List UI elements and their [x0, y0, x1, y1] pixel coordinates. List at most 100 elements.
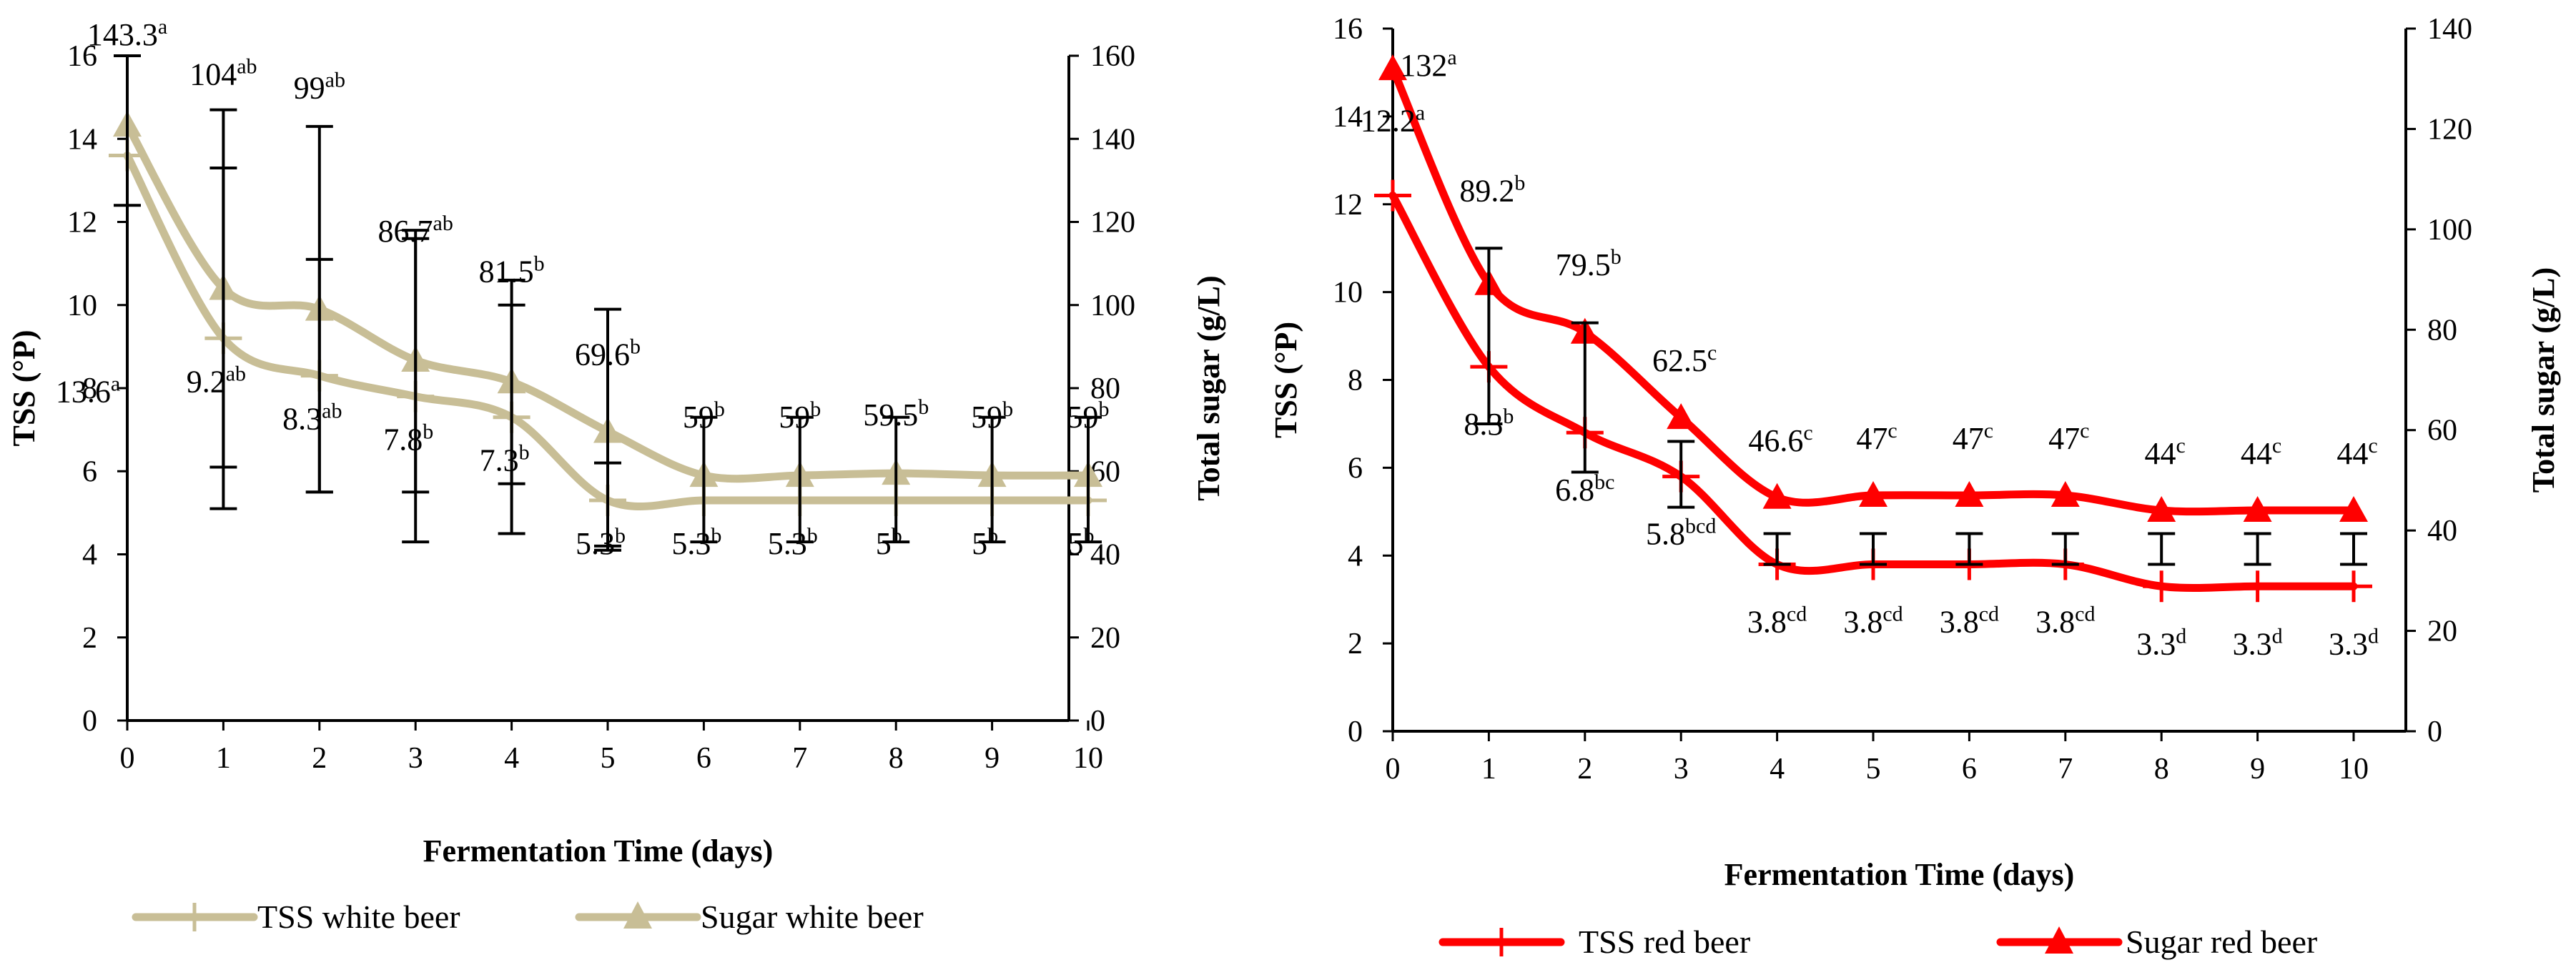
sugar-series-line — [1388, 64, 2358, 516]
tss-data-label: 9.2ab — [187, 362, 246, 399]
sugar-data-label: 44c — [2336, 434, 2377, 471]
left-y-axis-title: TSS (°P) — [6, 330, 41, 446]
tss-data-label: 5b — [1068, 524, 1095, 561]
left-y-tick-label: 2 — [1348, 628, 1363, 660]
tss-data-label: 13.6a — [56, 372, 120, 410]
left-y-tick-label: 2 — [82, 622, 97, 655]
tss-data-label: 6.8bc — [1555, 470, 1614, 508]
tss-data-label: 5.3b — [576, 524, 626, 561]
left-y-tick-label: 16 — [67, 40, 97, 73]
x-tick-label: 4 — [504, 742, 519, 775]
sugar-data-label: 81.5b — [479, 252, 545, 289]
sugar-point-marker — [2243, 496, 2272, 523]
sugar-point-marker — [2051, 480, 2080, 507]
right-y-tick-label: 80 — [2427, 314, 2457, 347]
legend-label: TSS white beer — [257, 899, 460, 935]
left-y-tick-label: 8 — [1348, 365, 1363, 397]
right-y-tick-label: 140 — [2427, 13, 2472, 46]
sugar-point-marker — [1762, 482, 1792, 509]
x-tick-label: 3 — [1674, 753, 1689, 786]
left-y-tick-label: 4 — [82, 539, 97, 572]
x-tick-label: 1 — [1481, 753, 1496, 786]
sugar-data-label: 47c — [2048, 419, 2089, 456]
tss-data-label: 5b — [972, 524, 998, 561]
tss-data-label: 3.8cd — [1940, 603, 1999, 640]
tss-data-label: 12.2a — [1361, 101, 1425, 138]
right-y-tick-label: 100 — [2427, 214, 2472, 247]
x-tick-label: 1 — [216, 742, 231, 775]
right-y-tick-label: 120 — [1090, 207, 1135, 239]
sugar-data-label: 59b — [1067, 397, 1110, 435]
right-y-axis-title: Total sugar (g/L) — [2526, 267, 2561, 493]
left-y-tick-label: 0 — [1348, 716, 1363, 748]
x-tick-label: 2 — [1577, 753, 1592, 786]
tss-data-label: 3.8cd — [2035, 603, 2095, 640]
left-y-tick-label: 14 — [67, 123, 97, 156]
tss-data-label: 8.3ab — [282, 400, 342, 437]
sugar-point-marker — [1378, 54, 1407, 81]
sugar-data-label: 44c — [2241, 434, 2281, 471]
sugar-data-label: 59.5b — [863, 395, 929, 432]
legend-label: TSS red beer — [1579, 924, 1750, 960]
x-axis-title: Fermentation Time (days) — [1724, 857, 2075, 892]
left-y-tick-label: 0 — [82, 705, 97, 738]
tss-series-line — [1388, 191, 2358, 593]
sugar-point-marker — [1859, 480, 1887, 507]
sugar-data-label: 143.3a — [87, 15, 167, 52]
right-y-tick-label: 140 — [1090, 123, 1135, 156]
right-y-tick-label: 40 — [1090, 539, 1120, 572]
right-y-tick-label: 120 — [2427, 113, 2472, 146]
tss-data-label: 3.3d — [2329, 624, 2379, 661]
tss-data-label: 7.3b — [480, 441, 530, 478]
x-tick-label: 10 — [1073, 742, 1103, 775]
left-y-tick-label: 10 — [1333, 277, 1363, 310]
sugar-data-label: 104ab — [189, 55, 257, 92]
sugar-point-marker — [1667, 403, 1696, 430]
right-y-tick-label: 60 — [2427, 415, 2457, 447]
left-y-tick-label: 12 — [1333, 189, 1363, 222]
left-y-tick-label: 6 — [82, 455, 97, 488]
x-tick-label: 2 — [312, 742, 327, 775]
left-y-tick-label: 4 — [1348, 540, 1363, 573]
sugar-data-label: 89.2b — [1459, 172, 1525, 209]
tss-data-label: 3.3d — [2136, 624, 2186, 661]
sugar-data-label: 99ab — [294, 69, 345, 106]
tss-data-label: 5.8bcd — [1646, 515, 1716, 552]
legend-triangle-marker — [623, 901, 652, 929]
sugar-data-label: 59b — [779, 397, 821, 435]
sugar-data-label: 79.5b — [1556, 245, 1622, 282]
sugar-data-label: 132a — [1400, 46, 1456, 83]
legend-label: Sugar red beer — [2126, 924, 2317, 960]
x-tick-label: 0 — [1386, 753, 1401, 786]
tss-data-label: 3.3d — [2233, 624, 2283, 661]
x-tick-label: 7 — [2058, 753, 2073, 786]
sugar-data-label: 62.5c — [1652, 341, 1717, 378]
sugar-data-label: 86.7ab — [378, 212, 453, 249]
x-tick-label: 6 — [696, 742, 711, 775]
x-tick-label: 10 — [2339, 753, 2369, 786]
legend-label: Sugar white beer — [701, 899, 924, 935]
x-tick-label: 5 — [1866, 753, 1881, 786]
right-y-tick-label: 20 — [2427, 615, 2457, 648]
x-tick-label: 6 — [1962, 753, 1977, 786]
sugar-data-label: 59b — [971, 397, 1013, 435]
x-tick-label: 4 — [1770, 753, 1785, 786]
sugar-data-label: 47c — [1856, 419, 1897, 456]
right-y-tick-label: 100 — [1090, 289, 1135, 322]
sugar-series-line — [123, 121, 1092, 483]
tss-data-label: 5b — [876, 524, 902, 561]
x-tick-label: 7 — [792, 742, 807, 775]
sugar-data-label: 59b — [683, 397, 725, 435]
left-y-tick-label: 8 — [82, 372, 97, 405]
x-tick-label: 5 — [601, 742, 616, 775]
tss-data-label: 3.8cd — [1843, 603, 1903, 640]
x-tick-label: 9 — [2250, 753, 2265, 786]
tss-data-label: 5.3b — [671, 524, 721, 561]
right-y-axis-title: Total sugar (g/L) — [1191, 275, 1226, 500]
left-y-tick-label: 6 — [1348, 452, 1363, 485]
sugar-point-marker — [1955, 480, 1984, 507]
right-y-tick-label: 0 — [2427, 716, 2442, 748]
left-y-tick-label: 16 — [1333, 13, 1363, 46]
left-y-tick-label: 12 — [67, 207, 97, 239]
